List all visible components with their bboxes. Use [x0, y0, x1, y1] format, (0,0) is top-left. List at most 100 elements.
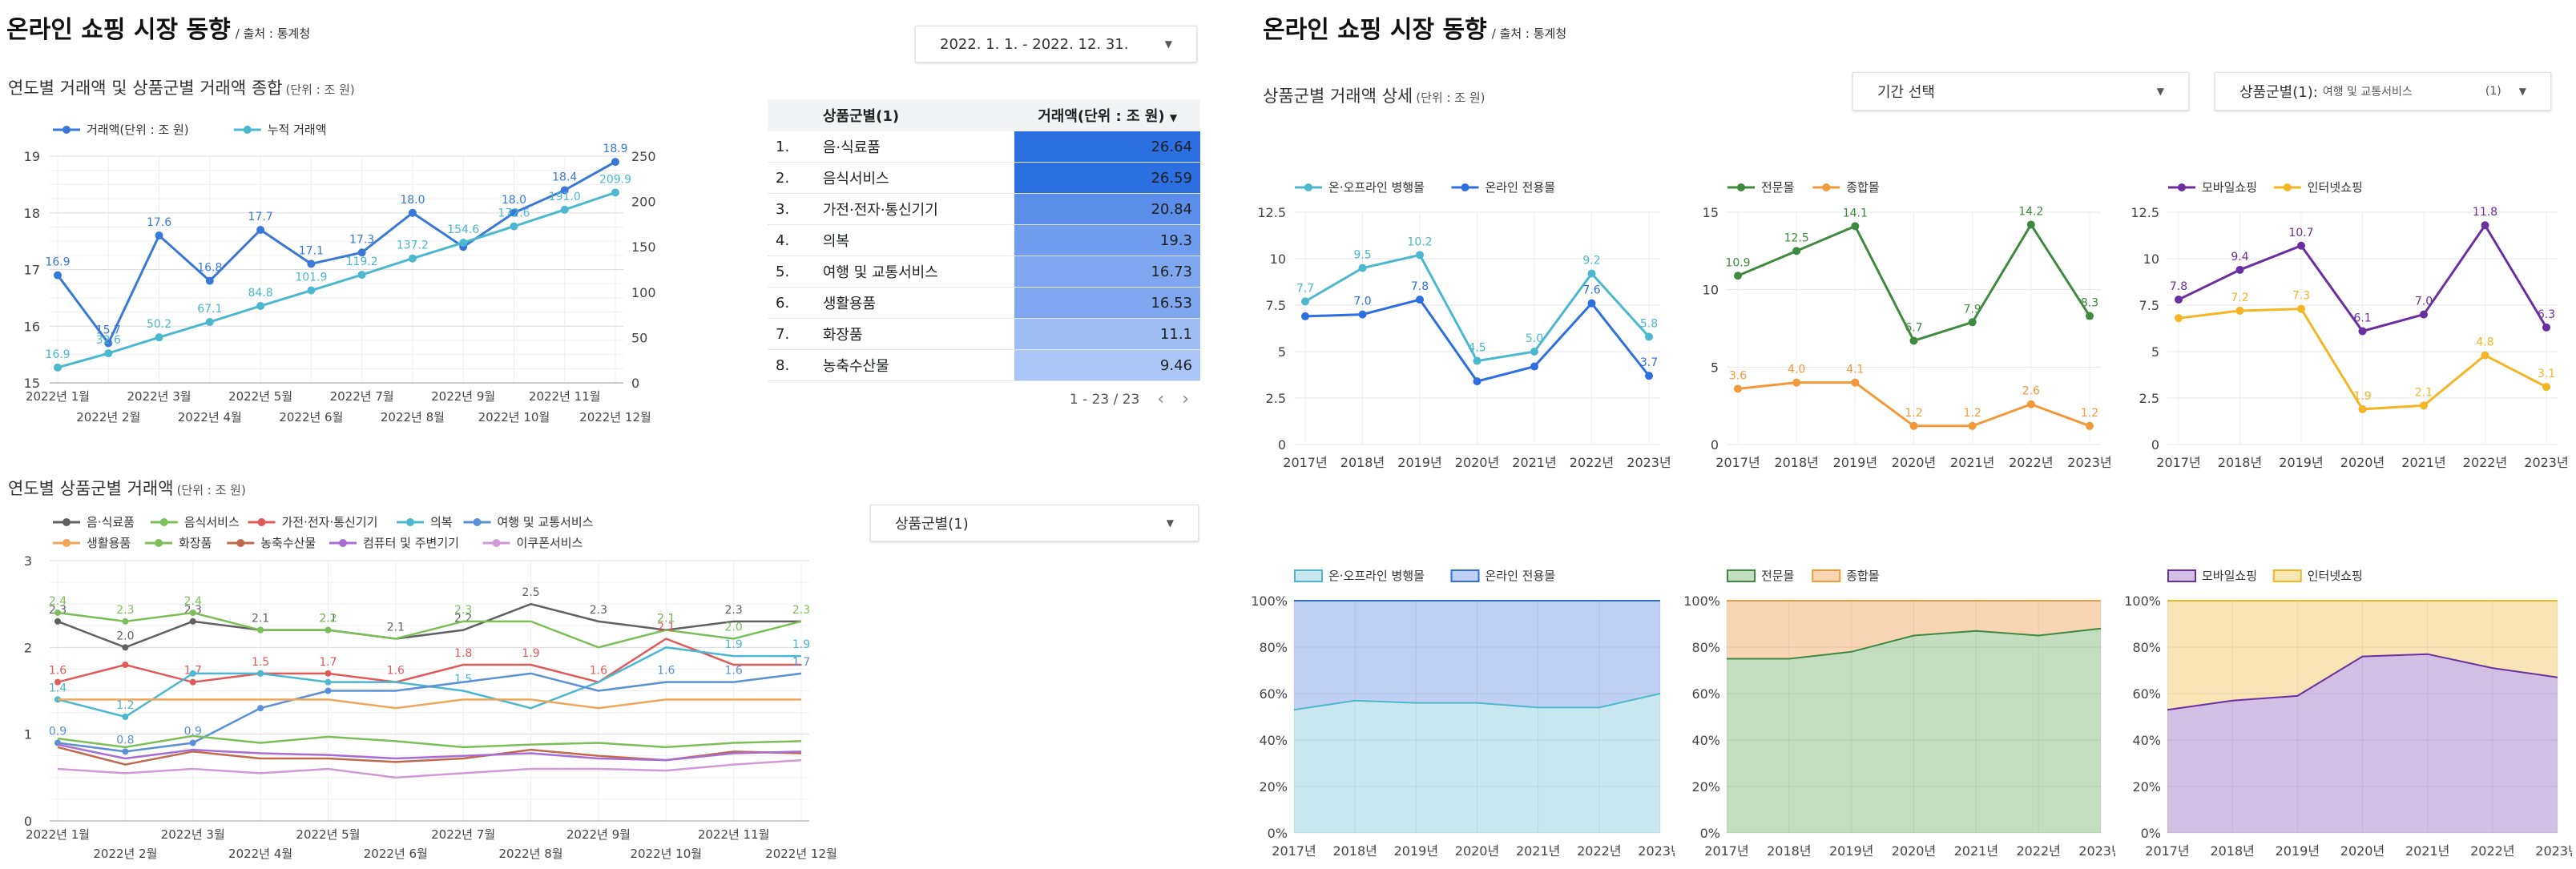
data-label: 7.2: [2231, 292, 2248, 304]
legend-swatch: [2272, 569, 2302, 582]
data-point: [54, 271, 62, 280]
table-row[interactable]: 1. 음·식료품 26.64: [768, 131, 1200, 163]
data-point: [2175, 314, 2183, 323]
data-point: [189, 739, 196, 746]
legend-marker: [243, 126, 252, 134]
category-filter-right[interactable]: 상품군별(1): 여행 및 교통서비스 (1) ▼: [2215, 72, 2551, 111]
data-point: [2086, 421, 2094, 430]
legend-marker: [155, 539, 163, 547]
x-tick-label: 2022년 6월: [279, 410, 343, 424]
data-label: 12.5: [1784, 231, 1809, 244]
table-cell-amount: 26.64: [1014, 131, 1200, 163]
data-label: 1.2: [1964, 407, 1981, 420]
combo-chart: 15 16 17 18 19 0 50 100 150 200 250 2022년 1월 2022년 2…: [24, 123, 656, 424]
legend-marker: [2283, 183, 2292, 191]
table-cell-category: 의복: [814, 224, 1015, 256]
data-point: [1909, 421, 1918, 430]
data-label: 15.7: [96, 324, 121, 336]
chevron-left-icon[interactable]: ‹: [1157, 389, 1165, 409]
table-header-amount[interactable]: 거래액(단위 : 조 원) ▼: [1014, 99, 1200, 131]
data-point: [325, 678, 332, 686]
x-tick-label: 2022년 10월: [630, 847, 702, 861]
y2-tick-label: 0: [631, 376, 639, 391]
table-row[interactable]: 3. 가전·전자·통신기기 20.84: [768, 193, 1200, 225]
x-tick-label: 2022년 2월: [93, 847, 157, 861]
data-label: 17.6: [147, 216, 171, 229]
table-row[interactable]: 8. 농축수산물 9.46: [768, 349, 1200, 381]
x-tick-label: 2021년: [1950, 455, 1994, 470]
date-range-value: 2022. 1. 1. - 2022. 12. 31.: [940, 35, 1129, 53]
table-header-category[interactable]: 상품군별(1): [814, 99, 1015, 131]
table-row[interactable]: 7. 화장품 11.1: [768, 318, 1200, 350]
series-line: [57, 191, 616, 369]
y-tick-label: 20%: [2132, 779, 2161, 795]
data-point: [2358, 404, 2367, 413]
data-point: [257, 670, 264, 677]
table-cell-category: 여행 및 교통서비스: [814, 255, 1015, 288]
table-cell-index: 1.: [768, 131, 815, 163]
y-tick-label: 5: [1278, 344, 1286, 360]
y-tick-label: 2.5: [1266, 391, 1286, 406]
legend-marker: [62, 126, 71, 134]
data-label: 1.6: [590, 665, 607, 678]
chart-a2: 0% 20% 40% 60% 80% 100% 2017년 2018년 2019년 2020년 20…: [1683, 569, 2115, 859]
data-label: 7.6: [1582, 284, 1600, 297]
x-tick-label: 2022년 10월: [478, 410, 550, 424]
y-tick-label: 12.5: [1257, 205, 1286, 220]
data-label: 2.1: [319, 613, 337, 626]
table-cell-index: 6.: [768, 287, 815, 319]
category-filter-left[interactable]: 상품군별(1) ▼: [870, 505, 1199, 541]
table-row[interactable]: 4. 의복 19.3: [768, 224, 1200, 256]
legend-swatch: [1450, 569, 1480, 582]
data-point: [560, 205, 569, 214]
data-label: 2.4: [49, 595, 67, 608]
period-filter[interactable]: 기간 선택 ▼: [1852, 72, 2189, 111]
data-label: 1.6: [49, 665, 67, 678]
y-tick-label: 2.5: [2139, 391, 2159, 406]
legend-marker: [1304, 183, 1312, 191]
y-tick-label: 20%: [1691, 779, 1720, 795]
legend-swatch: [2167, 569, 2196, 582]
date-range-picker[interactable]: 2022. 1. 1. - 2022. 12. 31. ▼: [915, 26, 1197, 62]
x-tick-label: 2022년 3월: [161, 827, 225, 842]
data-label: 2.3: [590, 604, 607, 617]
chevron-right-icon[interactable]: ›: [1182, 389, 1189, 409]
table-header-index: [768, 99, 815, 131]
y2-tick-label: 250: [631, 149, 656, 164]
table-cell-amount: 9.46: [1014, 349, 1200, 381]
x-tick-label: 2019년: [1394, 843, 1438, 859]
x-tick-label: 2022년 8월: [381, 410, 445, 424]
legend-marker: [1822, 183, 1831, 191]
x-tick-label: 2021년: [2401, 455, 2445, 470]
data-label: 2.3: [454, 604, 472, 617]
data-label: 137.2: [397, 239, 429, 252]
table-row[interactable]: 5. 여행 및 교통서비스 16.73: [768, 255, 1200, 288]
data-label: 7.8: [1411, 280, 1429, 293]
data-label: 4.0: [1788, 364, 1805, 376]
data-point: [1301, 312, 1309, 320]
data-label: 1.6: [657, 665, 675, 678]
table-row[interactable]: 2. 음식서비스 26.59: [768, 162, 1200, 194]
table-row[interactable]: 6. 생활용품 16.53: [768, 287, 1200, 319]
legend-label: 여행 및 교통서비스: [498, 515, 594, 529]
data-point: [1851, 378, 1860, 387]
data-label: 2.6: [2022, 385, 2040, 398]
table-cell-amount: 16.53: [1014, 287, 1200, 319]
y-tick-label: 100%: [2124, 593, 2161, 609]
data-point: [205, 318, 214, 327]
section-title-combo-text: 연도별 거래액 및 상품군별 거래액 종합: [8, 78, 283, 98]
y-tick-label: 60%: [2132, 686, 2161, 702]
section-title-detail: 상품군별 거래액 상세 (단위 : 조 원): [1263, 83, 1486, 107]
data-label: 1.8: [454, 647, 472, 660]
data-label: 4.5: [1468, 342, 1486, 355]
x-tick-label: 2023년: [2524, 455, 2568, 470]
data-label: 1.9: [792, 638, 810, 651]
data-label: 17.7: [248, 211, 273, 223]
sort-desc-icon: ▼: [1169, 112, 1178, 123]
data-label: 1.9: [522, 647, 539, 660]
data-label: 9.4: [2231, 251, 2248, 264]
section-title-detail-text: 상품군별 거래액 상세: [1263, 86, 1413, 106]
x-tick-label: 2023년: [2078, 843, 2115, 859]
data-label: 1.2: [2081, 407, 2098, 420]
data-point: [189, 670, 196, 677]
